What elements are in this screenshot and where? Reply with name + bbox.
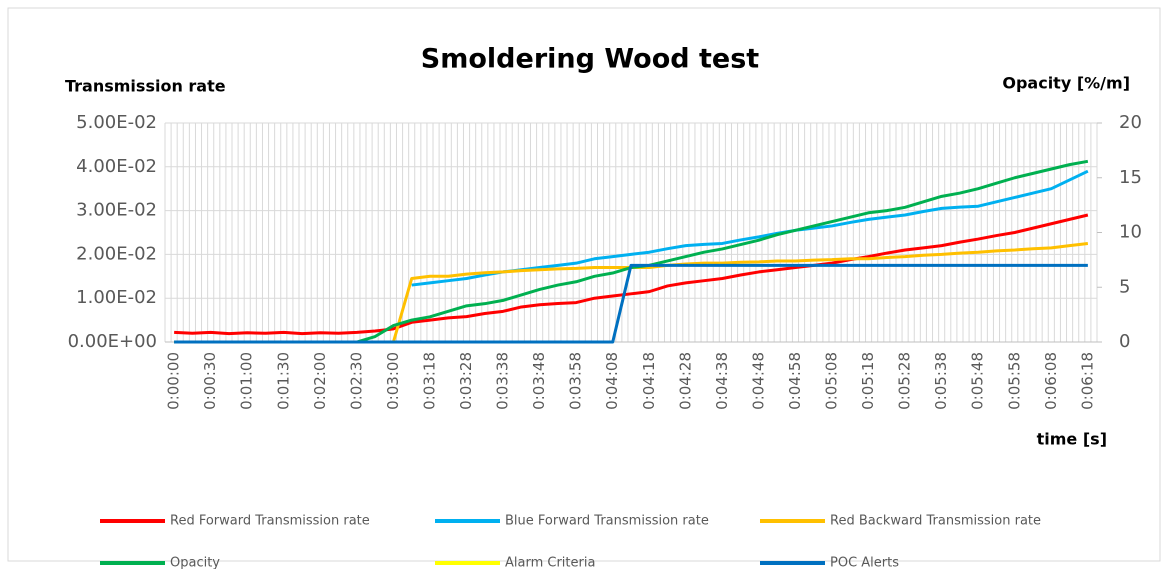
x-tick-label: 0:00:00	[165, 352, 183, 410]
x-tick-label: 0:05:38	[932, 352, 950, 410]
x-tick-label: 0:04:08	[603, 352, 621, 410]
chart-frame	[7, 7, 1161, 562]
x-tick-label: 0:02:30	[347, 352, 365, 410]
x-axis-label: time [s]	[1037, 430, 1107, 449]
x-tick-label: 0:02:00	[311, 352, 329, 410]
y2-tick-label: 0	[1119, 331, 1130, 352]
y2-tick-label: 5	[1119, 276, 1130, 297]
x-tick-label: 0:01:00	[238, 352, 256, 410]
y2-tick-label: 10	[1119, 222, 1142, 243]
y2-axis-label: Opacity [%/m]	[1002, 74, 1130, 93]
x-tick-label: 0:03:58	[567, 352, 585, 410]
y-tick-label: 4.00E-02	[76, 156, 157, 177]
y2-tick-label: 20	[1119, 112, 1142, 133]
x-tick-label: 0:00:30	[201, 352, 219, 410]
x-tick-label: 0:04:38	[713, 352, 731, 410]
chart-title: Smoldering Wood test	[421, 44, 759, 75]
x-tick-label: 0:05:28	[896, 352, 914, 410]
series-line	[174, 263, 1088, 344]
y-tick-label: 3.00E-02	[76, 200, 157, 221]
y-tick-label: 5.00E-02	[76, 112, 157, 133]
x-tick-label: 0:04:48	[749, 352, 767, 410]
x-tick-label: 0:05:18	[859, 352, 877, 410]
x-tick-label: 0:03:28	[457, 352, 475, 410]
x-tick-label: 0:06:08	[1042, 352, 1060, 410]
legend-label: POC Alerts	[830, 556, 899, 569]
x-tick-label: 0:05:48	[969, 352, 987, 410]
x-tick-label: 0:04:28	[676, 352, 694, 410]
x-tick-label: 0:03:48	[530, 352, 548, 410]
x-tick-label: 0:04:58	[786, 352, 804, 410]
x-tick-label: 0:03:00	[384, 352, 402, 410]
x-tick-label: 0:01:30	[274, 352, 292, 410]
series-line	[174, 213, 1089, 336]
legend-label: Red Forward Transmission rate	[170, 514, 370, 529]
x-tick-label: 0:03:18	[420, 352, 438, 410]
y-axis-label: Transmission rate	[65, 77, 226, 96]
x-tick-label: 0:05:58	[1005, 352, 1023, 410]
y-tick-label: 2.00E-02	[76, 243, 157, 264]
x-tick-label: 0:03:38	[494, 352, 512, 410]
y-tick-label: 1.00E-02	[76, 287, 157, 308]
y-tick-label: 0.00E+00	[68, 331, 157, 352]
x-tick-label: 0:04:18	[640, 352, 658, 410]
legend-label: Alarm Criteria	[505, 556, 595, 569]
x-tick-label: 0:05:08	[823, 352, 841, 410]
legend-label: Red Backward Transmission rate	[830, 514, 1041, 529]
x-tick-label: 0:06:18	[1078, 352, 1096, 410]
legend-label: Opacity	[170, 556, 220, 569]
y2-tick-label: 15	[1119, 167, 1142, 188]
legend-label: Blue Forward Transmission rate	[505, 514, 709, 529]
